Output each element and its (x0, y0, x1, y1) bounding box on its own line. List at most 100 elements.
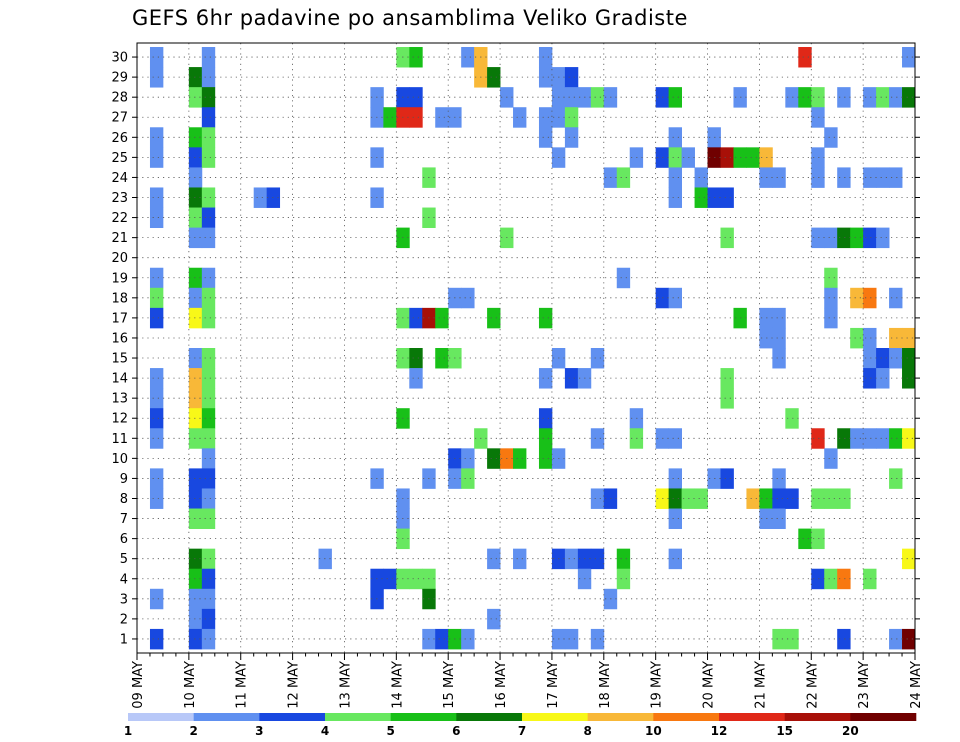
heatmap-cell (409, 107, 423, 128)
heatmap-cell (694, 488, 708, 509)
y-tick-label: 6 (120, 532, 128, 547)
heatmap-cell (837, 568, 851, 590)
heatmap-cell (824, 267, 838, 289)
heatmap-cell (668, 87, 682, 108)
x-tick-label: 10 MAY (183, 661, 198, 709)
heatmap-cell (409, 47, 423, 68)
heatmap-cell (759, 488, 773, 509)
y-tick-label: 30 (111, 51, 128, 66)
heatmap-cell (720, 147, 734, 168)
heatmap-cell (824, 448, 838, 469)
heatmap-cell (201, 47, 216, 68)
legend-swatch (390, 713, 457, 721)
y-tick-label: 9 (120, 472, 128, 487)
x-tick-label: 09 MAY (131, 661, 146, 709)
heatmap-cell (188, 428, 203, 449)
heatmap-cell (759, 167, 773, 188)
heatmap-cell (538, 47, 553, 68)
heatmap-cell (201, 408, 216, 429)
y-tick-label: 23 (111, 191, 128, 206)
heatmap-cell (564, 548, 579, 570)
heatmap-cell (837, 167, 851, 188)
heatmap-cell (863, 428, 877, 449)
y-tick-label: 29 (111, 71, 128, 86)
heatmap-cell (188, 187, 203, 208)
heatmap-cell (824, 568, 838, 590)
x-tick-label: 23 MAY (857, 661, 872, 709)
heatmap-cell (733, 307, 747, 329)
heatmap-cell (668, 287, 682, 309)
heatmap-cell (876, 167, 890, 188)
y-tick-label: 8 (120, 492, 128, 507)
heatmap-cell (785, 488, 799, 509)
heatmap-cell (850, 227, 864, 249)
heatmap-cell (772, 628, 786, 650)
heatmap-cell (720, 187, 734, 208)
heatmap-cell (811, 528, 825, 550)
legend-swatch (587, 713, 654, 721)
heatmap-cell (694, 167, 708, 188)
heatmap-cell (889, 287, 903, 309)
heatmap-cell (811, 147, 825, 168)
legend-swatch (193, 713, 260, 721)
y-tick-label: 17 (111, 311, 128, 326)
legend-label: 8 (583, 724, 591, 738)
x-tick-label: 12 MAY (287, 661, 302, 709)
heatmap-cell (409, 368, 423, 389)
y-tick-label: 7 (120, 512, 128, 527)
legend-label: 2 (189, 724, 197, 738)
heatmap-cell (149, 428, 164, 449)
y-tick-label: 21 (111, 231, 128, 246)
heatmap-cell (149, 187, 164, 208)
legend-label: 10 (645, 724, 662, 738)
heatmap-cell (824, 127, 838, 148)
color-legend: 1 2 3 4 5 6 7 8 10 12 15 20 (124, 713, 917, 738)
heatmap-cell (149, 307, 164, 329)
heatmap-cell (149, 267, 164, 289)
heatmap-cell (863, 87, 877, 108)
heatmap-cell (409, 307, 423, 329)
heatmap-cell (668, 468, 682, 489)
heatmap-cell (902, 47, 916, 68)
heatmap-cell (564, 368, 579, 389)
heatmap-cell (461, 468, 475, 489)
heatmap-cell (188, 167, 203, 188)
heatmap-cell (201, 428, 216, 449)
heatmap-cell (201, 388, 216, 409)
legend-label: 20 (842, 724, 859, 738)
heatmap-cell (785, 628, 799, 650)
heatmap-cell (759, 307, 773, 329)
heatmap-cell (188, 287, 203, 309)
heatmap-cell (201, 628, 216, 650)
legend-swatch (128, 713, 194, 721)
legend-label: 1 (124, 724, 132, 738)
heatmap-cell (863, 568, 877, 590)
heatmap-cell (188, 227, 203, 249)
heatmap-cell (201, 548, 216, 570)
heatmap-cell (188, 87, 203, 108)
x-tick-label: 18 MAY (598, 661, 613, 709)
heatmap-cell (668, 127, 682, 148)
legend-swatch (522, 713, 588, 721)
heatmap-cell (668, 187, 682, 208)
heatmap-cell (668, 508, 682, 529)
heatmap-cell (668, 147, 682, 168)
heatmap-cell (850, 428, 864, 449)
heatmap-cell (188, 147, 203, 168)
y-tick-label: 12 (111, 412, 128, 427)
heatmap-cell (590, 628, 605, 650)
heatmap-cell (435, 107, 449, 128)
heatmap-cell (487, 307, 501, 329)
y-tick-label: 2 (120, 612, 128, 627)
heatmap-cell (487, 608, 501, 630)
y-tick-label: 25 (111, 151, 128, 166)
heatmap-cell (513, 448, 527, 469)
heatmap-cell (811, 428, 825, 449)
heatmap-cell (188, 548, 203, 570)
x-tick-label: 11 MAY (235, 661, 250, 709)
y-tick-label: 3 (120, 592, 128, 607)
y-tick-label: 22 (111, 211, 128, 226)
x-tick-label: 17 MAY (546, 661, 561, 709)
heatmap-cell (188, 127, 203, 148)
heatmap-cell (188, 348, 203, 369)
